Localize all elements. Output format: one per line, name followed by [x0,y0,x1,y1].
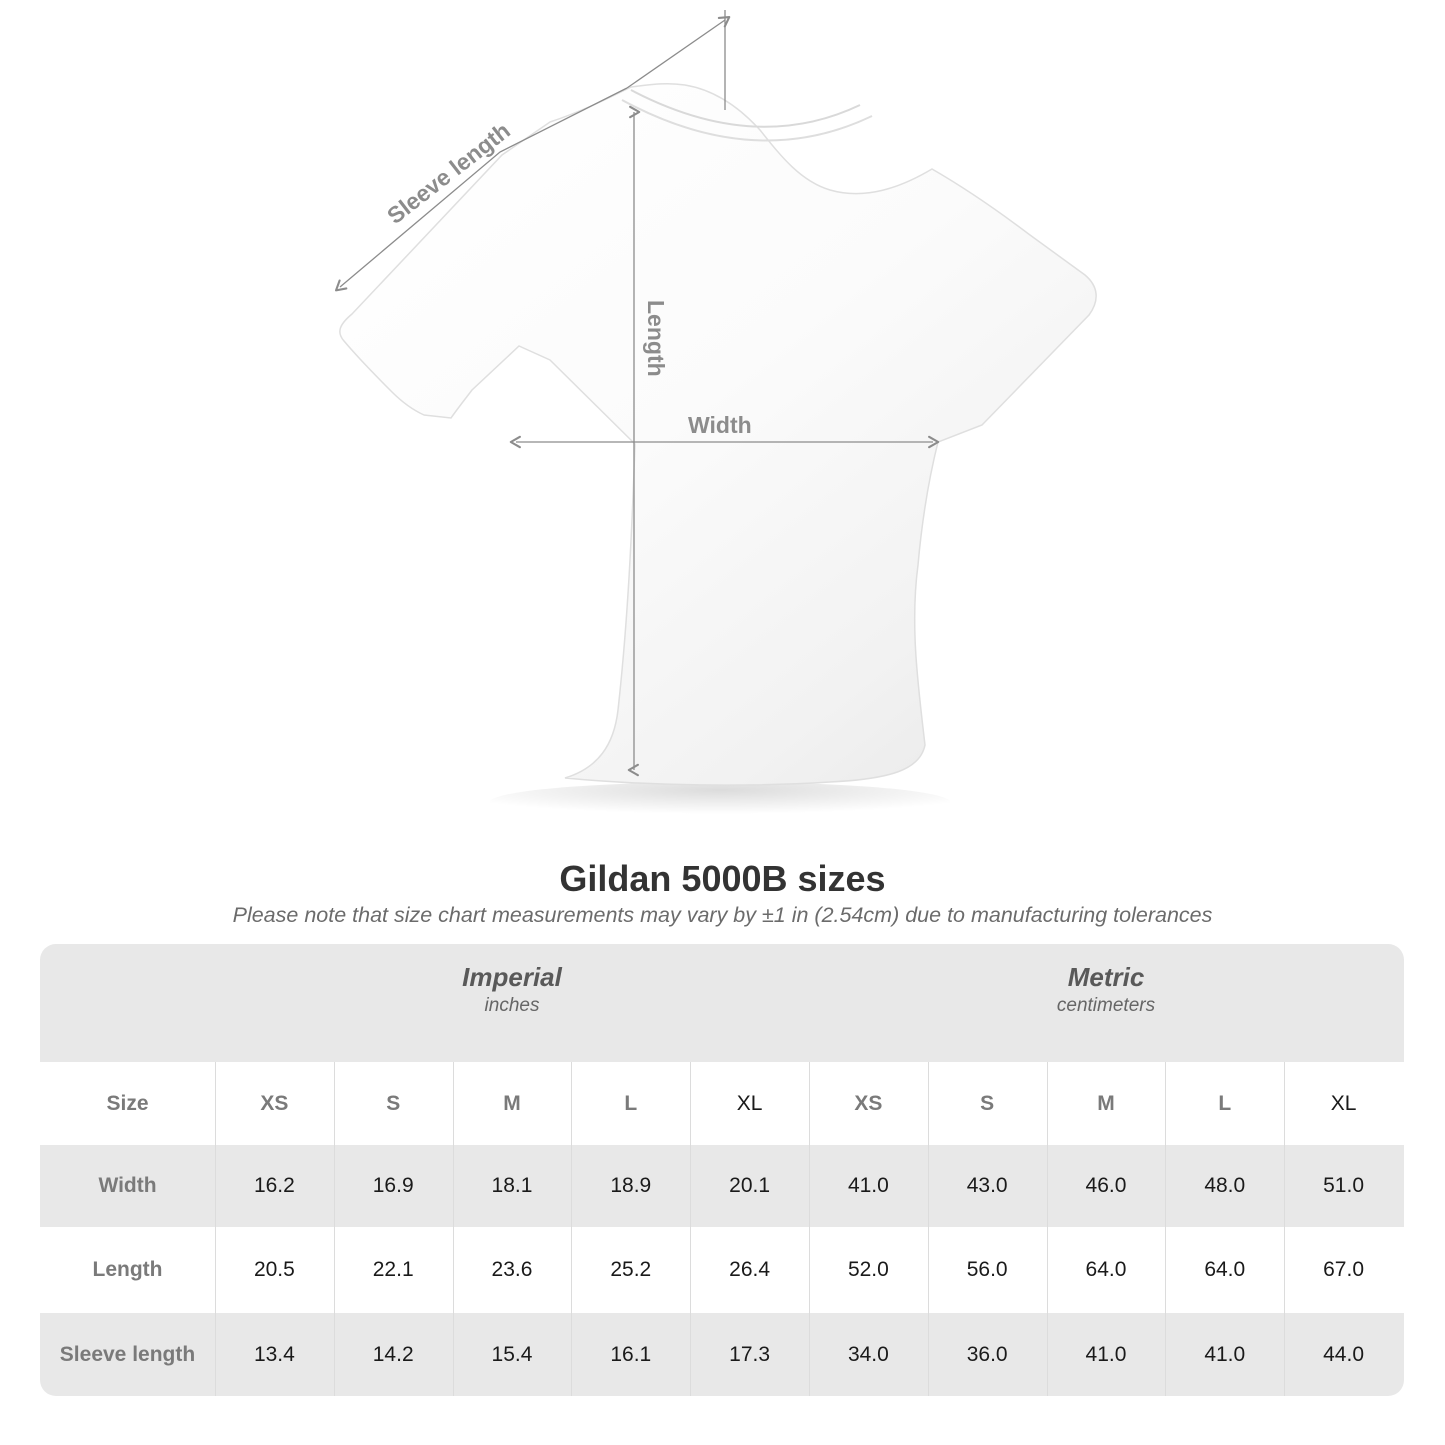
svg-text:Sleeve length: Sleeve length [382,117,515,229]
svg-text:Width: Width [688,412,752,438]
svg-text:Length: Length [643,300,669,377]
